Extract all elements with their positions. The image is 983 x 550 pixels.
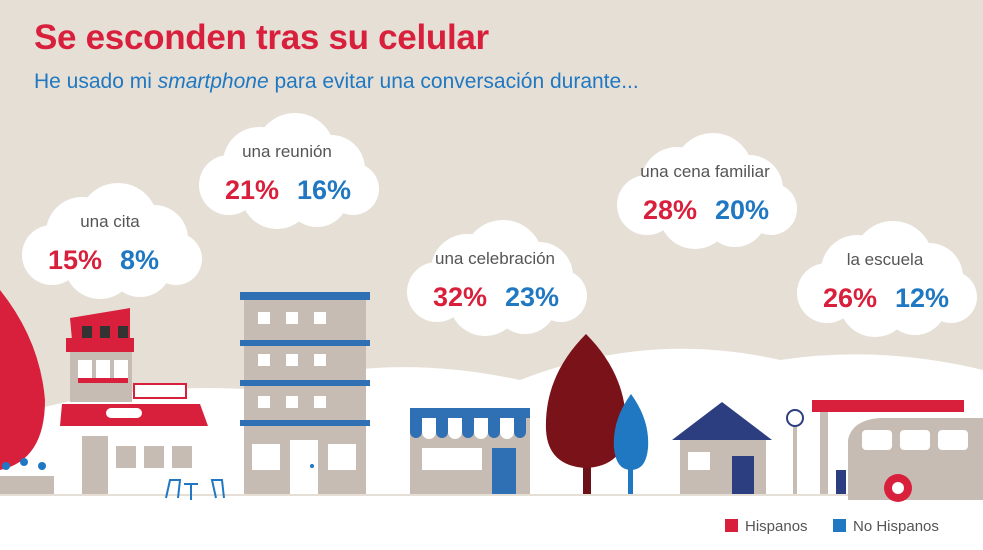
legend-swatch-no-hispanos (833, 519, 846, 532)
cloud-shape (797, 221, 977, 337)
category-label: una celebración (435, 249, 555, 268)
legend-label-no-hispanos: No Hispanos (853, 518, 939, 535)
legend-swatch-hispanos (725, 519, 738, 532)
value-label-hispanos: 28% (643, 195, 697, 225)
value-label-hispanos: 26% (823, 283, 877, 313)
subtitle-text-end: para evitar una conversación durante... (268, 70, 639, 93)
value-label-hispanos: 15% (48, 245, 102, 275)
ground-line (0, 494, 983, 496)
value-label-no-hispanos: 23% (505, 282, 559, 312)
cloud-3: una celebración 32% 23% (407, 220, 587, 336)
navy-house (672, 402, 772, 494)
plant-pots (0, 458, 54, 494)
chart-subtitle: He usado mi smartphone para evitar una c… (34, 70, 639, 94)
value-label-no-hispanos: 8% (120, 245, 159, 275)
red-tree-left (0, 290, 45, 470)
cloud-data-labels: una cita 15% 8% una reunión 21% 16% una celebr… (22, 113, 977, 337)
market-store (410, 408, 530, 494)
cloud-1: una cita 15% 8% (22, 183, 202, 299)
trees-center (545, 334, 649, 494)
value-label-hispanos: 21% (225, 175, 279, 205)
value-label-no-hispanos: 12% (895, 283, 949, 313)
cafe-building (60, 308, 208, 494)
legend-label-hispanos: Hispanos (745, 518, 808, 535)
ground (0, 494, 983, 550)
cloud-shape (22, 183, 202, 299)
subtitle-emphasis: smartphone (157, 70, 269, 93)
cloud-shape (617, 133, 797, 249)
cloud-shape (199, 113, 379, 229)
value-label-no-hispanos: 20% (715, 195, 769, 225)
apartment-building (240, 292, 370, 494)
legend: Hispanos No Hispanos (725, 518, 939, 535)
category-label: una cita (80, 212, 140, 231)
bus-stop-sign (786, 409, 804, 494)
school-and-bus (812, 400, 983, 502)
value-label-hispanos: 32% (433, 282, 487, 312)
cloud-4: una cena familiar 28% 20% (617, 133, 797, 249)
subtitle-text-start: He usado mi (34, 70, 158, 93)
category-label: la escuela (847, 250, 924, 269)
cafe-table-chairs (165, 479, 225, 500)
category-label: una reunión (242, 142, 332, 161)
value-label-no-hispanos: 16% (297, 175, 351, 205)
cloud-5: la escuela 26% 12% (797, 221, 977, 337)
category-label: una cena familiar (640, 162, 770, 181)
cloud-shape (407, 220, 587, 336)
chart-title: Se esconden tras su celular (34, 18, 489, 57)
cloud-2: una reunión 21% 16% (199, 113, 379, 229)
